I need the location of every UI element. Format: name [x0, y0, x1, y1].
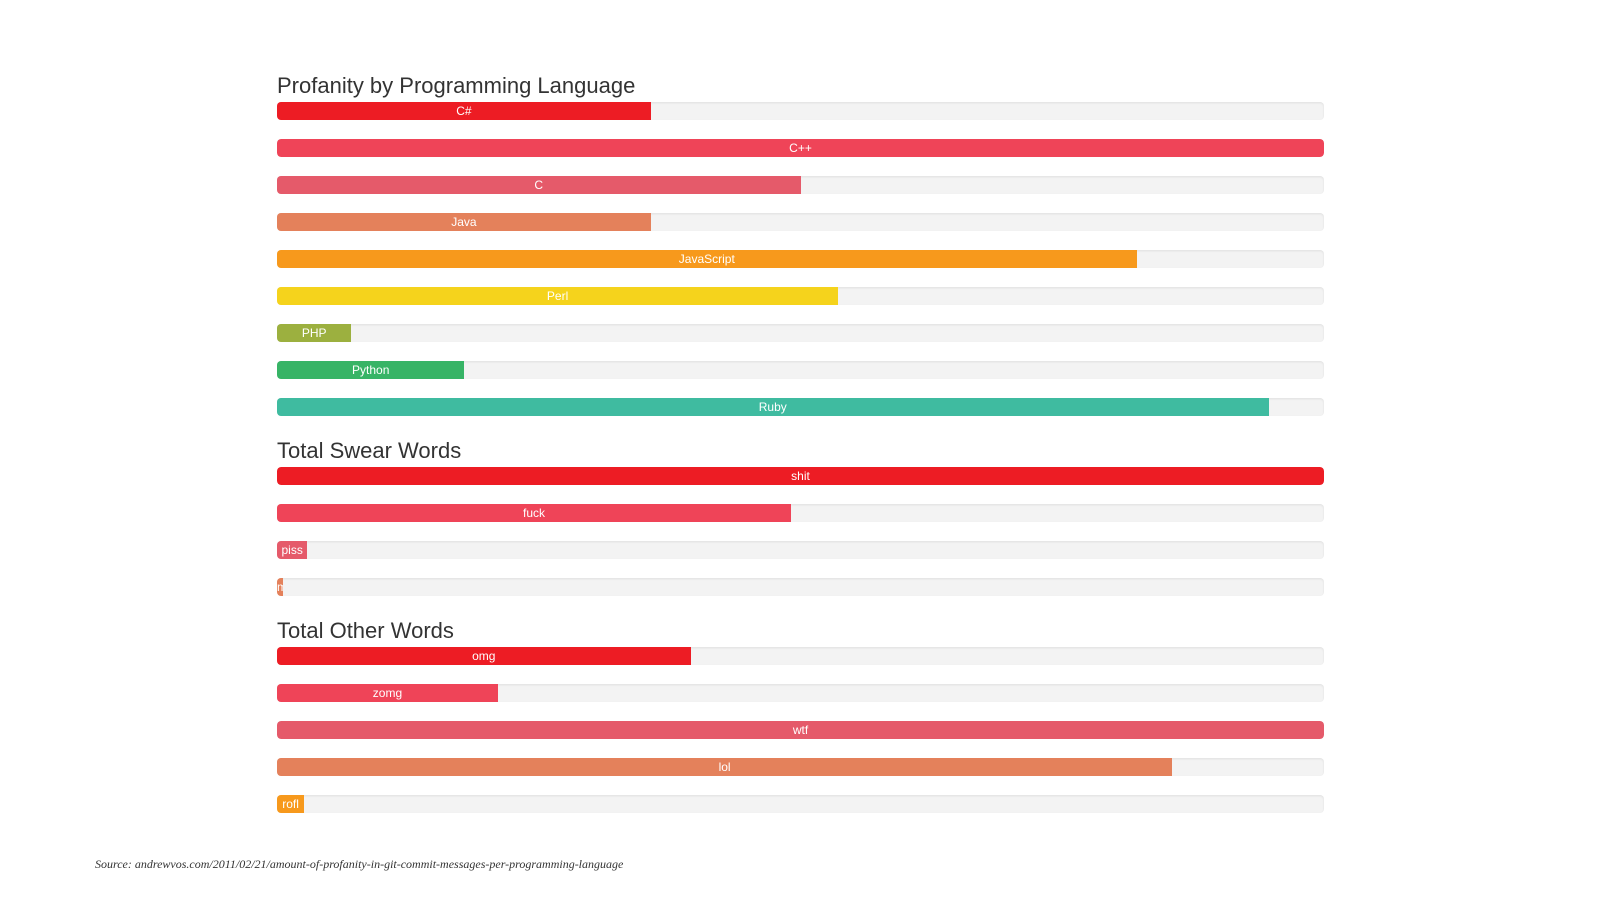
bar-track: Ruby: [277, 398, 1324, 416]
bar-label: Ruby: [758, 400, 787, 414]
chart-title: Profanity by Programming Language: [277, 73, 636, 98]
bar-label: lol: [718, 760, 731, 774]
bar-java: Java: [277, 213, 651, 231]
bar-wtf: wtf: [277, 721, 1324, 739]
bar-csharp: C#: [277, 102, 651, 120]
bar-row: PHP: [277, 324, 1324, 342]
bar-row: C#: [277, 102, 1324, 120]
bar-row: Ruby: [277, 398, 1324, 416]
bar-zomg: zomg: [277, 684, 498, 702]
bar-row: omg: [277, 647, 1324, 665]
bar-label: C++: [789, 141, 812, 155]
bar-javascript: JavaScript: [277, 250, 1137, 268]
chart-section-1: Total Swear Words shit fuck piss motherfucke…: [277, 435, 1324, 596]
bar-track: wtf: [277, 721, 1324, 739]
bar-label: motherfucker: [277, 580, 284, 594]
bar-track: C++: [277, 139, 1324, 157]
bar-row: Perl: [277, 287, 1324, 305]
bar-label: rofl: [282, 797, 299, 811]
bar-row: JavaScript: [277, 250, 1324, 268]
bar-track: piss: [277, 541, 1324, 559]
bar-label: C: [534, 178, 544, 192]
bar-row: motherfucker: [277, 578, 1324, 596]
bar-shit: shit: [277, 467, 1324, 485]
bar-row: Java: [277, 213, 1324, 231]
bar-c: C: [277, 176, 801, 194]
bar-perl: Perl: [277, 287, 839, 305]
bar-lol: lol: [277, 758, 1173, 776]
bar-track: C#: [277, 102, 1324, 120]
bar-row: wtf: [277, 721, 1324, 739]
bar-row: shit: [277, 467, 1324, 485]
bar-label: JavaScript: [678, 252, 735, 266]
bar-cplusplus: C++: [277, 139, 1324, 157]
bar-ruby: Ruby: [277, 398, 1269, 416]
bar-row: C++: [277, 139, 1324, 157]
bar-rofl: rofl: [277, 795, 305, 813]
bar-track: motherfucker: [277, 578, 1324, 596]
bar-track: C: [277, 176, 1324, 194]
bar-label: wtf: [792, 723, 809, 737]
bar-row: rofl: [277, 795, 1324, 813]
bar-python: Python: [277, 361, 465, 379]
bar-row: piss: [277, 541, 1324, 559]
bar-label: Java: [451, 215, 477, 229]
bar-row: zomg: [277, 684, 1324, 702]
bar-track: omg: [277, 647, 1324, 665]
bar-track: lol: [277, 758, 1324, 776]
bar-row: Python: [277, 361, 1324, 379]
bar-fuck: fuck: [277, 504, 792, 522]
bar-label: omg: [472, 649, 496, 663]
bar-row: fuck: [277, 504, 1324, 522]
bar-row: C: [277, 176, 1324, 194]
bar-track: JavaScript: [277, 250, 1324, 268]
bar-label: fuck: [523, 506, 546, 520]
chart-section-0: Profanity by Programming Language C# C++ C J…: [277, 70, 1324, 416]
bar-track: shit: [277, 467, 1324, 485]
bar-piss: piss: [277, 541, 308, 559]
bar-label: Python: [352, 363, 390, 377]
chart-section-2: Total Other Words omg zomg wtf lol rofl: [277, 615, 1324, 813]
chart-title: Total Swear Words: [277, 438, 462, 463]
bar-track: Java: [277, 213, 1324, 231]
bar-row: lol: [277, 758, 1324, 776]
source-note: Source: andrewvos.com/2011/02/21/amount-…: [95, 857, 624, 871]
bar-label: PHP: [301, 326, 327, 340]
bar-label: shit: [791, 469, 810, 483]
bar-php: PHP: [277, 324, 352, 342]
bar-track: PHP: [277, 324, 1324, 342]
bar-label: zomg: [372, 686, 403, 700]
bar-track: fuck: [277, 504, 1324, 522]
chart-root: Profanity by Programming Language C# C++ C J…: [277, 70, 1324, 832]
bar-omg: omg: [277, 647, 691, 665]
bar-motherfucker: motherfucker: [277, 578, 284, 596]
bar-track: rofl: [277, 795, 1324, 813]
bar-track: zomg: [277, 684, 1324, 702]
bar-track: Perl: [277, 287, 1324, 305]
bar-label: piss: [281, 543, 303, 557]
bar-label: C#: [456, 104, 472, 118]
chart-title: Total Other Words: [277, 618, 454, 643]
bar-label: Perl: [546, 289, 569, 303]
bar-track: Python: [277, 361, 1324, 379]
